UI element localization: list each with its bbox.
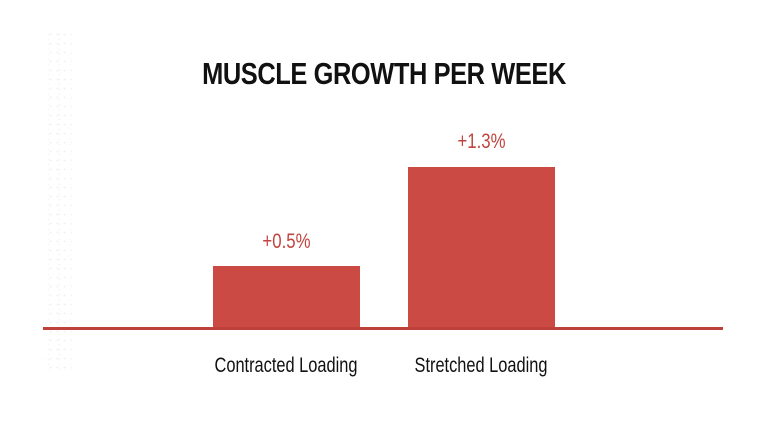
category-label-contracted: Contracted Loading: [214, 354, 358, 377]
category-label-stretched: Stretched Loading: [414, 354, 548, 377]
value-label-stretched: +1.3%: [457, 130, 506, 153]
x-axis-baseline: [43, 327, 723, 330]
value-label-contracted: +0.5%: [262, 230, 311, 253]
bar-contracted-loading: [213, 266, 360, 328]
background-texture: [40, 30, 80, 370]
bar-stretched-loading: [408, 167, 555, 328]
chart-title: MUSCLE GROWTH PER WEEK: [202, 56, 566, 91]
